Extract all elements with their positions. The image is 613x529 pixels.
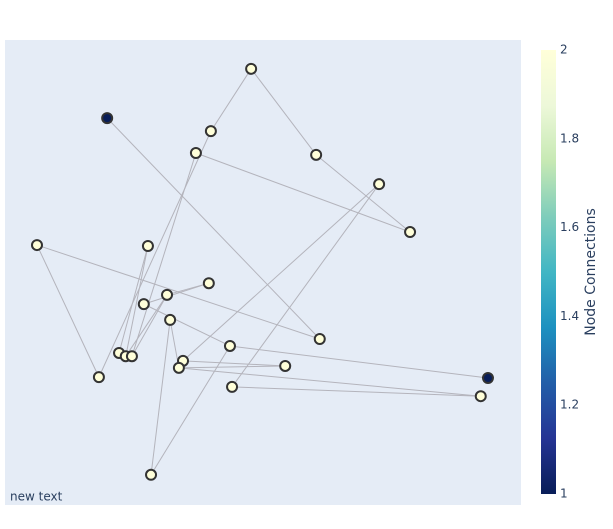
node: [313, 332, 326, 345]
edge: [182, 183, 380, 362]
colorbar-tick-label: 1.6: [560, 220, 579, 234]
node: [172, 361, 185, 374]
node: [164, 313, 177, 326]
edge: [315, 154, 411, 233]
edge: [182, 360, 286, 367]
annotation: new text: [10, 490, 63, 504]
node: [223, 339, 236, 352]
edge: [250, 68, 317, 156]
edge: [150, 319, 171, 475]
colorbar-tick-label: 1.4: [560, 309, 579, 323]
edge: [125, 245, 149, 357]
node: [141, 239, 154, 252]
colorbar-tick-label: 1.8: [560, 131, 579, 145]
edge: [143, 303, 231, 347]
edge: [143, 282, 209, 305]
edge: [178, 365, 286, 369]
edge: [195, 152, 411, 233]
colorbar-title: Node Connections: [583, 208, 599, 336]
edge: [131, 294, 168, 357]
node: [404, 226, 417, 239]
edge: [125, 294, 168, 357]
node: [204, 125, 217, 138]
colorbar-tick-label: 2: [560, 43, 568, 57]
edge: [150, 345, 231, 476]
node: [161, 288, 174, 301]
edge: [118, 245, 149, 354]
edge: [232, 386, 481, 397]
edge: [229, 345, 489, 379]
node: [189, 146, 202, 159]
node: [137, 298, 150, 311]
colorbar-tick-label: 1: [560, 487, 568, 501]
edge: [178, 367, 481, 397]
node: [145, 468, 158, 481]
node: [474, 390, 487, 403]
edge: [210, 68, 252, 132]
node: [279, 359, 292, 372]
edge: [98, 130, 212, 378]
node: [92, 371, 105, 384]
edge: [231, 183, 380, 388]
colorbar: [541, 50, 556, 494]
node: [226, 380, 239, 393]
edge: [106, 117, 321, 340]
node: [125, 350, 138, 363]
node: [481, 372, 494, 385]
node: [310, 148, 323, 161]
plot-area: [5, 40, 521, 505]
node: [30, 239, 43, 252]
node: [245, 62, 258, 75]
edge: [36, 244, 100, 378]
node: [202, 277, 215, 290]
node: [101, 112, 114, 125]
node: [373, 178, 386, 191]
colorbar-tick-label: 1.2: [560, 398, 579, 412]
